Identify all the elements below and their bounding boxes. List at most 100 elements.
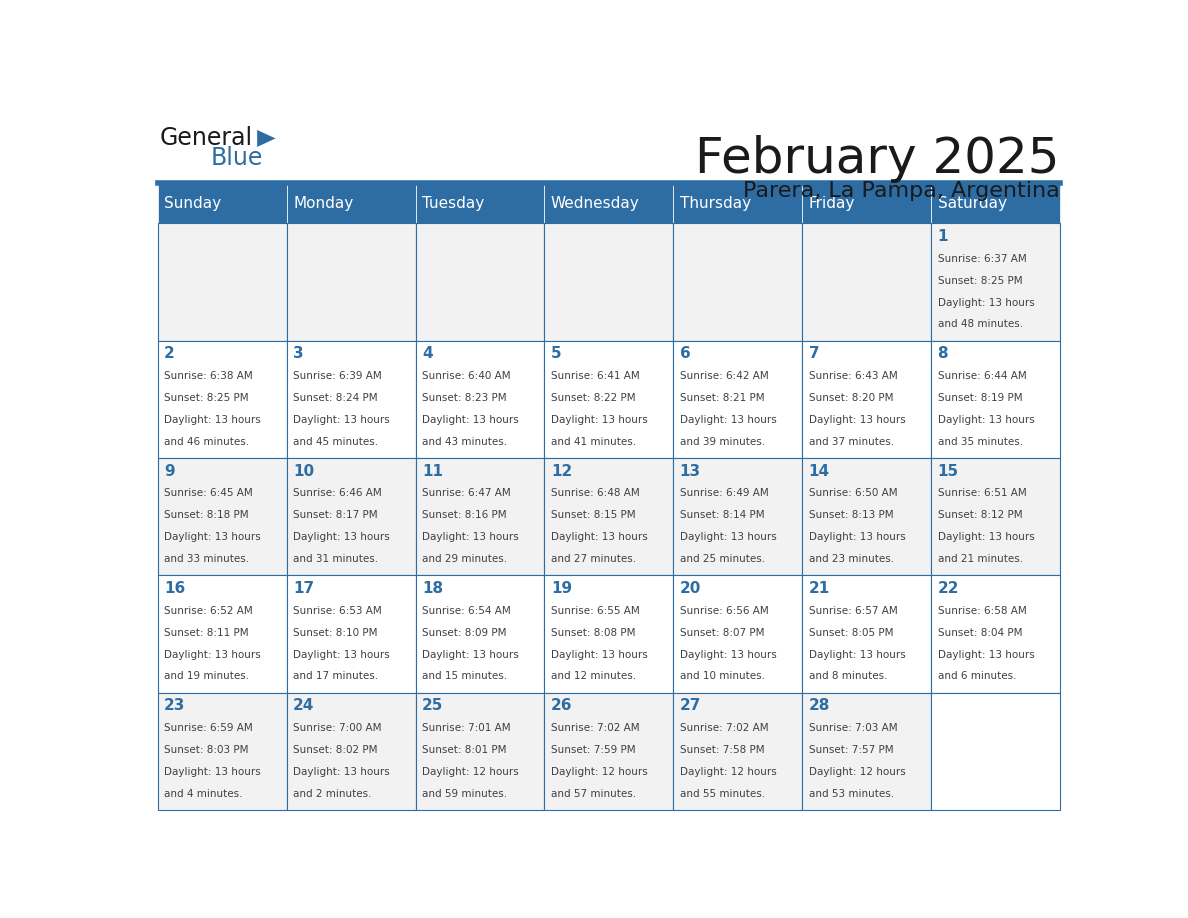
Text: Sunset: 8:18 PM: Sunset: 8:18 PM bbox=[164, 510, 248, 521]
Text: Sunset: 8:11 PM: Sunset: 8:11 PM bbox=[164, 628, 248, 638]
Bar bbox=[286, 576, 416, 692]
Text: 1: 1 bbox=[937, 229, 948, 244]
Text: and 33 minutes.: and 33 minutes. bbox=[164, 554, 249, 565]
Text: 22: 22 bbox=[937, 581, 959, 596]
Bar bbox=[544, 458, 674, 576]
Text: 3: 3 bbox=[293, 346, 304, 362]
Text: 12: 12 bbox=[551, 464, 573, 478]
Text: Daylight: 13 hours: Daylight: 13 hours bbox=[293, 650, 390, 659]
Text: Sunrise: 6:47 AM: Sunrise: 6:47 AM bbox=[422, 488, 511, 498]
Text: Wednesday: Wednesday bbox=[551, 196, 639, 210]
Text: and 37 minutes.: and 37 minutes. bbox=[809, 437, 893, 447]
Text: Daylight: 13 hours: Daylight: 13 hours bbox=[164, 650, 261, 659]
Bar bbox=[674, 183, 802, 223]
Text: 4: 4 bbox=[422, 346, 432, 362]
Text: and 39 minutes.: and 39 minutes. bbox=[680, 437, 765, 447]
Text: Saturday: Saturday bbox=[937, 196, 1006, 210]
Bar bbox=[931, 576, 1060, 692]
Text: 11: 11 bbox=[422, 464, 443, 478]
Text: Sunrise: 7:02 AM: Sunrise: 7:02 AM bbox=[551, 723, 639, 733]
Bar bbox=[931, 223, 1060, 341]
Text: and 46 minutes.: and 46 minutes. bbox=[164, 437, 249, 447]
Text: Sunset: 8:12 PM: Sunset: 8:12 PM bbox=[937, 510, 1022, 521]
Text: 7: 7 bbox=[809, 346, 820, 362]
Text: Sunset: 8:08 PM: Sunset: 8:08 PM bbox=[551, 628, 636, 638]
Text: General: General bbox=[159, 126, 253, 150]
Text: Sunrise: 7:01 AM: Sunrise: 7:01 AM bbox=[422, 723, 511, 733]
Text: and 25 minutes.: and 25 minutes. bbox=[680, 554, 765, 565]
Text: Sunset: 8:25 PM: Sunset: 8:25 PM bbox=[937, 275, 1022, 285]
Bar bbox=[674, 341, 802, 458]
Text: Daylight: 12 hours: Daylight: 12 hours bbox=[680, 767, 777, 777]
Text: Daylight: 13 hours: Daylight: 13 hours bbox=[551, 650, 647, 659]
Text: Sunset: 7:59 PM: Sunset: 7:59 PM bbox=[551, 744, 636, 755]
Text: Sunrise: 6:58 AM: Sunrise: 6:58 AM bbox=[937, 606, 1026, 616]
Bar bbox=[416, 183, 544, 223]
Bar bbox=[674, 458, 802, 576]
Text: Sunrise: 6:53 AM: Sunrise: 6:53 AM bbox=[293, 606, 381, 616]
Text: Sunday: Sunday bbox=[164, 196, 221, 210]
Text: Daylight: 13 hours: Daylight: 13 hours bbox=[164, 767, 261, 777]
Text: Sunset: 8:09 PM: Sunset: 8:09 PM bbox=[422, 628, 506, 638]
Text: 28: 28 bbox=[809, 699, 830, 713]
Text: and 29 minutes.: and 29 minutes. bbox=[422, 554, 507, 565]
Text: and 19 minutes.: and 19 minutes. bbox=[164, 671, 249, 681]
Text: Daylight: 13 hours: Daylight: 13 hours bbox=[422, 532, 519, 543]
Text: Blue: Blue bbox=[210, 145, 263, 170]
Text: Daylight: 13 hours: Daylight: 13 hours bbox=[937, 415, 1035, 425]
Text: and 6 minutes.: and 6 minutes. bbox=[937, 671, 1016, 681]
Text: Sunrise: 6:55 AM: Sunrise: 6:55 AM bbox=[551, 606, 639, 616]
Bar bbox=[802, 341, 931, 458]
Text: Sunset: 8:20 PM: Sunset: 8:20 PM bbox=[809, 393, 893, 403]
Text: Sunrise: 6:40 AM: Sunrise: 6:40 AM bbox=[422, 371, 511, 381]
Bar bbox=[416, 223, 544, 341]
Bar bbox=[674, 576, 802, 692]
Text: Daylight: 13 hours: Daylight: 13 hours bbox=[293, 767, 390, 777]
Text: 8: 8 bbox=[937, 346, 948, 362]
Text: Daylight: 13 hours: Daylight: 13 hours bbox=[422, 650, 519, 659]
Text: Sunrise: 6:59 AM: Sunrise: 6:59 AM bbox=[164, 723, 253, 733]
Text: and 21 minutes.: and 21 minutes. bbox=[937, 554, 1023, 565]
Bar bbox=[286, 183, 416, 223]
Text: 15: 15 bbox=[937, 464, 959, 478]
Text: and 27 minutes.: and 27 minutes. bbox=[551, 554, 636, 565]
Text: Parera, La Pampa, Argentina: Parera, La Pampa, Argentina bbox=[744, 181, 1060, 201]
Text: Sunset: 8:16 PM: Sunset: 8:16 PM bbox=[422, 510, 506, 521]
Text: Sunset: 8:05 PM: Sunset: 8:05 PM bbox=[809, 628, 893, 638]
Text: and 15 minutes.: and 15 minutes. bbox=[422, 671, 507, 681]
Text: Sunrise: 6:57 AM: Sunrise: 6:57 AM bbox=[809, 606, 897, 616]
Text: Sunset: 8:19 PM: Sunset: 8:19 PM bbox=[937, 393, 1022, 403]
Text: 27: 27 bbox=[680, 699, 701, 713]
Text: Sunset: 8:10 PM: Sunset: 8:10 PM bbox=[293, 628, 378, 638]
Text: Sunset: 8:07 PM: Sunset: 8:07 PM bbox=[680, 628, 764, 638]
Bar bbox=[416, 458, 544, 576]
Text: February 2025: February 2025 bbox=[695, 135, 1060, 183]
Text: 16: 16 bbox=[164, 581, 185, 596]
Bar bbox=[158, 692, 286, 810]
Text: 13: 13 bbox=[680, 464, 701, 478]
Bar bbox=[931, 458, 1060, 576]
Text: Daylight: 13 hours: Daylight: 13 hours bbox=[809, 650, 905, 659]
Text: Daylight: 13 hours: Daylight: 13 hours bbox=[164, 415, 261, 425]
Bar bbox=[802, 576, 931, 692]
Text: and 57 minutes.: and 57 minutes. bbox=[551, 789, 636, 799]
Text: and 48 minutes.: and 48 minutes. bbox=[937, 319, 1023, 330]
Text: 23: 23 bbox=[164, 699, 185, 713]
Bar bbox=[544, 692, 674, 810]
Text: Daylight: 13 hours: Daylight: 13 hours bbox=[937, 650, 1035, 659]
Text: Sunset: 8:25 PM: Sunset: 8:25 PM bbox=[164, 393, 248, 403]
Text: and 53 minutes.: and 53 minutes. bbox=[809, 789, 893, 799]
Polygon shape bbox=[257, 130, 276, 147]
Text: Sunset: 8:15 PM: Sunset: 8:15 PM bbox=[551, 510, 636, 521]
Bar bbox=[802, 183, 931, 223]
Text: Sunset: 8:17 PM: Sunset: 8:17 PM bbox=[293, 510, 378, 521]
Text: and 45 minutes.: and 45 minutes. bbox=[293, 437, 378, 447]
Text: Sunrise: 6:44 AM: Sunrise: 6:44 AM bbox=[937, 371, 1026, 381]
Text: 20: 20 bbox=[680, 581, 701, 596]
Bar bbox=[674, 223, 802, 341]
Text: Daylight: 13 hours: Daylight: 13 hours bbox=[809, 532, 905, 543]
Text: Sunrise: 6:42 AM: Sunrise: 6:42 AM bbox=[680, 371, 769, 381]
Text: Sunrise: 6:46 AM: Sunrise: 6:46 AM bbox=[293, 488, 381, 498]
Text: Sunset: 8:04 PM: Sunset: 8:04 PM bbox=[937, 628, 1022, 638]
Text: Sunset: 8:01 PM: Sunset: 8:01 PM bbox=[422, 744, 506, 755]
